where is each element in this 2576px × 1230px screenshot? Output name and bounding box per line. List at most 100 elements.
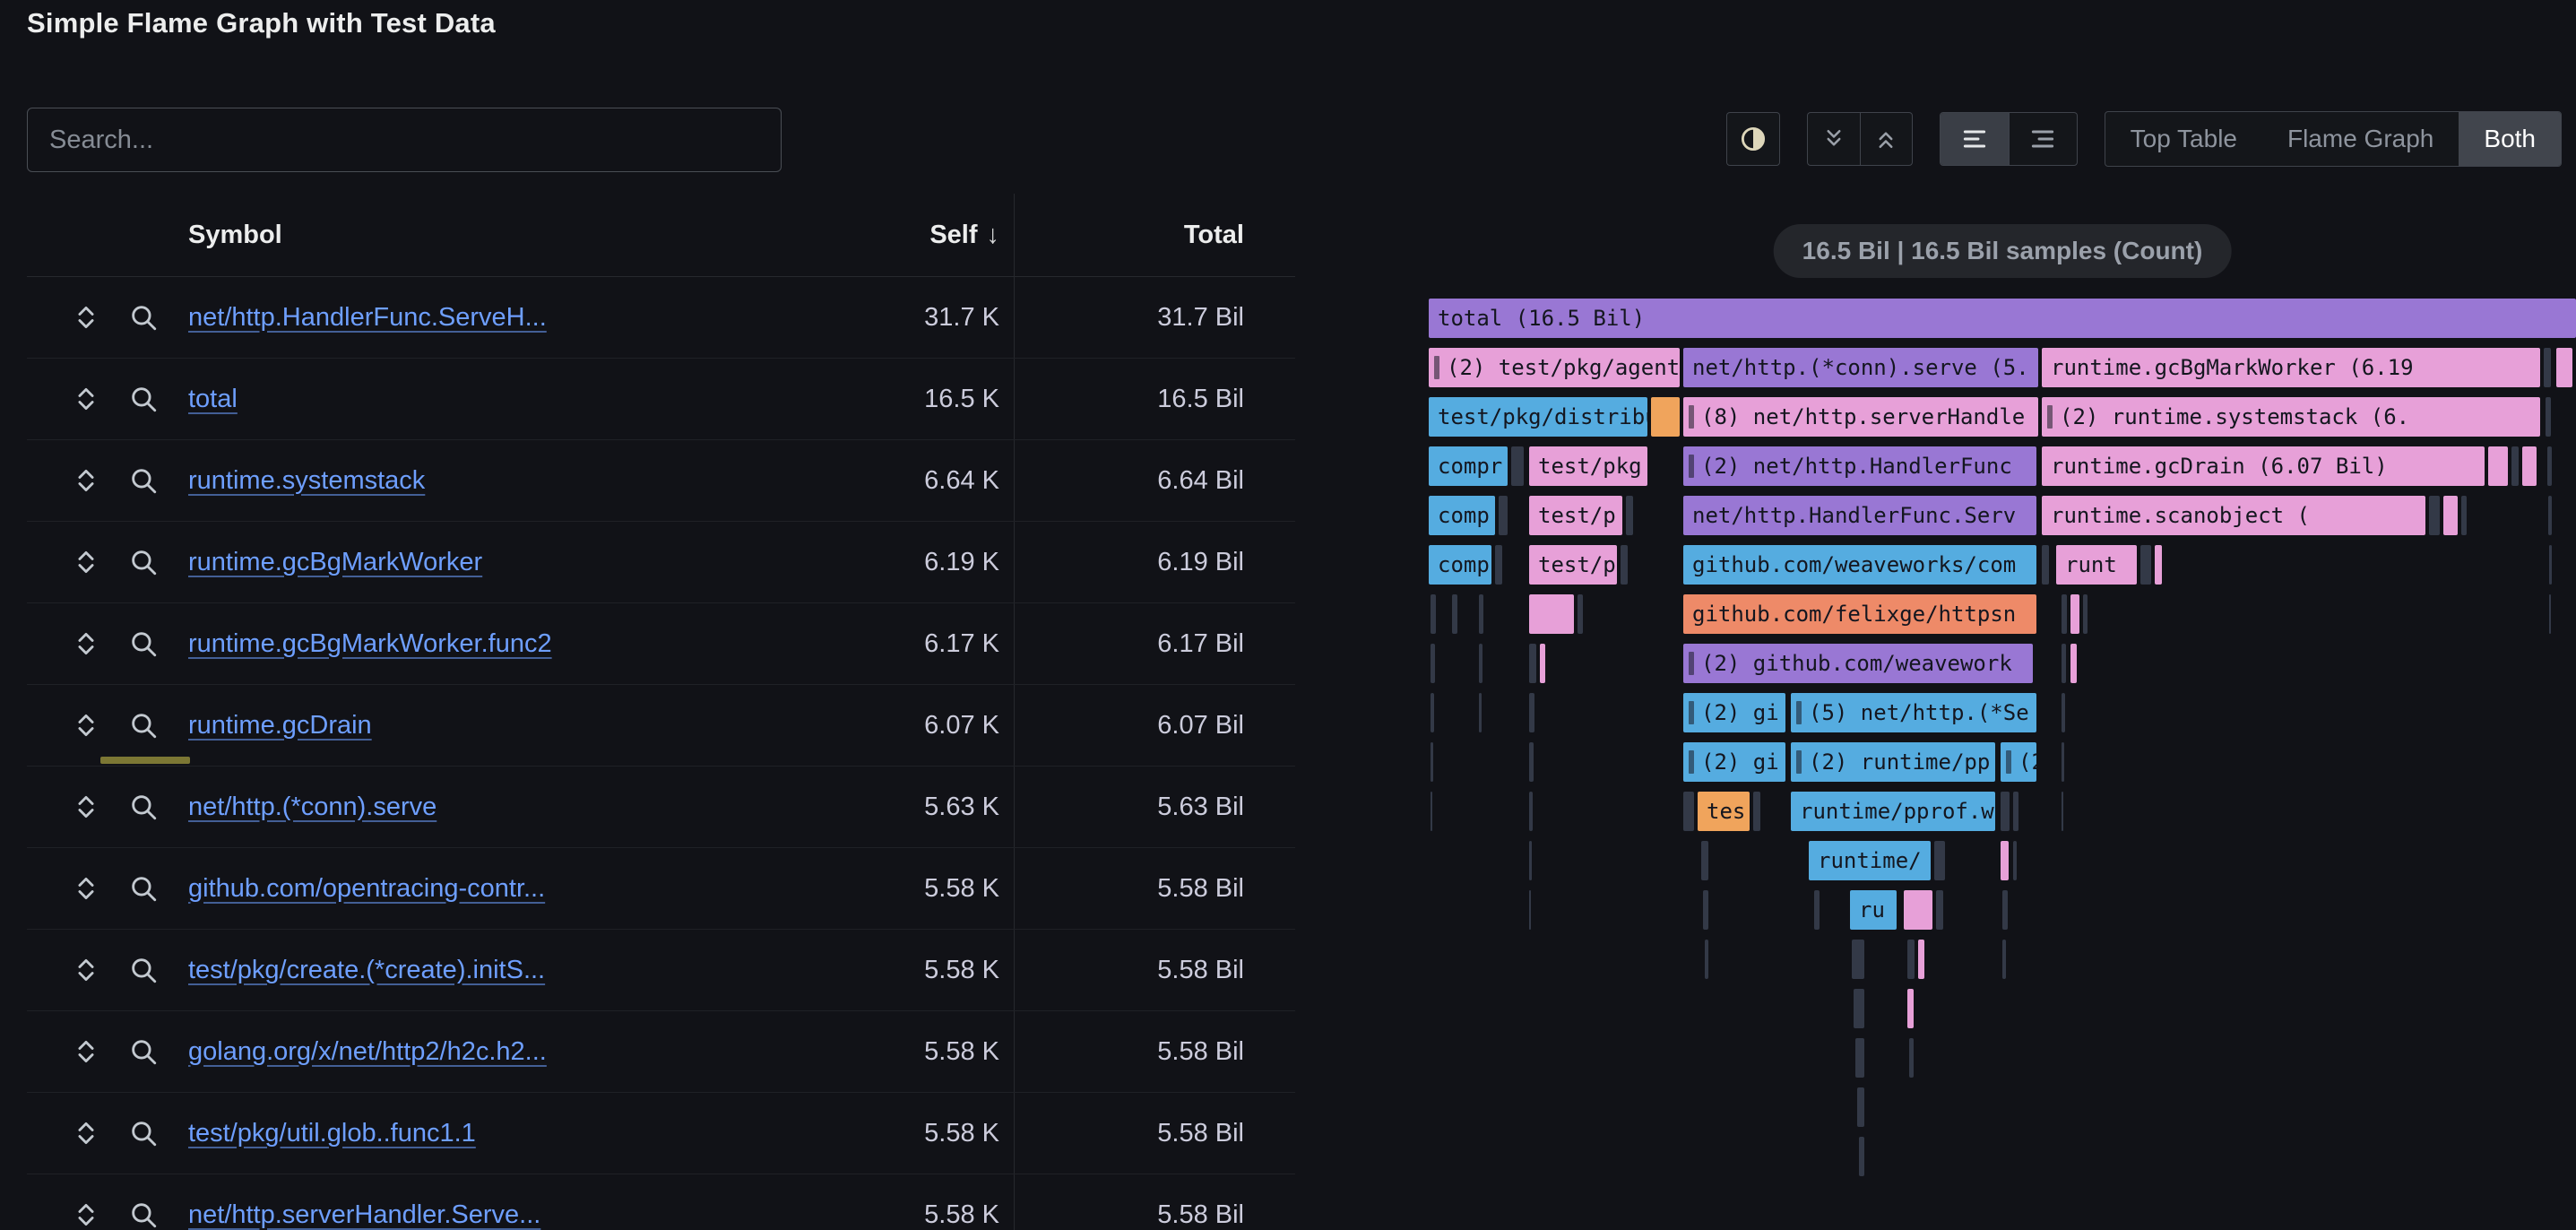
flame-bar[interactable] — [2001, 792, 2010, 831]
flame-bar[interactable] — [1854, 989, 1864, 1028]
flame-bar[interactable] — [2062, 644, 2066, 683]
flame-bar[interactable] — [1703, 890, 1708, 930]
flame-bar[interactable] — [2140, 545, 2151, 585]
flame-bar[interactable] — [1904, 890, 1932, 930]
flame-bar[interactable] — [2461, 496, 2467, 535]
flame-bar[interactable] — [2070, 594, 2079, 634]
flame-bar[interactable] — [1859, 1137, 1864, 1176]
flame-bar[interactable] — [2522, 446, 2537, 486]
flame-bar[interactable] — [1431, 644, 1435, 683]
row-focus-search-button[interactable] — [125, 707, 161, 743]
flame-bar[interactable] — [2556, 348, 2572, 387]
row-focus-search-button[interactable] — [125, 626, 161, 662]
row-reorder-button[interactable] — [68, 952, 104, 988]
flame-bar[interactable]: runt — [2056, 545, 2137, 585]
flame-bar[interactable]: (2) gi — [1683, 693, 1785, 732]
row-reorder-button[interactable] — [68, 381, 104, 417]
flame-bar[interactable] — [2001, 841, 2009, 880]
row-reorder-button[interactable] — [68, 299, 104, 335]
flame-bar[interactable] — [2070, 644, 2077, 683]
flame-bar[interactable]: (8) net/http.serverHandle — [1683, 397, 2038, 437]
flame-bar[interactable]: (2 — [2001, 742, 2036, 782]
flame-bar[interactable] — [1578, 594, 1583, 634]
row-reorder-button[interactable] — [68, 544, 104, 580]
flame-bar[interactable] — [1431, 693, 1434, 732]
flame-bar[interactable] — [1934, 841, 1945, 880]
row-reorder-button[interactable] — [68, 1197, 104, 1230]
row-reorder-button[interactable] — [68, 707, 104, 743]
flame-bar[interactable] — [1907, 940, 1915, 979]
symbol-link[interactable]: golang.org/x/net/http2/h2c.h2... — [188, 1036, 547, 1066]
flame-bar[interactable] — [2549, 594, 2551, 634]
symbol-link[interactable]: runtime.systemstack — [188, 465, 426, 495]
flame-bar[interactable]: test/pkg — [1529, 446, 1647, 486]
expand-all-button[interactable] — [1859, 113, 1912, 165]
row-focus-search-button[interactable] — [125, 871, 161, 906]
flame-bar[interactable]: (5) net/http.(*Se — [1791, 693, 2036, 732]
flame-bar[interactable] — [2083, 594, 2088, 634]
column-header-symbol[interactable]: Symbol — [188, 220, 282, 249]
flame-bar[interactable]: (2) gi — [1683, 742, 1785, 782]
flame-bar[interactable] — [1852, 940, 1864, 979]
flame-bar[interactable] — [2062, 792, 2063, 831]
flame-bar[interactable] — [2488, 446, 2508, 486]
flame-bar[interactable]: runtime.gcBgMarkWorker (6.19 — [2042, 348, 2540, 387]
row-reorder-button[interactable] — [68, 871, 104, 906]
row-focus-search-button[interactable] — [125, 789, 161, 825]
row-focus-search-button[interactable] — [125, 544, 161, 580]
flame-bar[interactable] — [1701, 841, 1708, 880]
flame-bar[interactable] — [1529, 693, 1534, 732]
symbol-link[interactable]: net/http.HandlerFunc.ServeH... — [188, 302, 547, 332]
flame-bar[interactable]: net/http.HandlerFunc.Serv — [1683, 496, 2036, 535]
flame-bar[interactable] — [2062, 693, 2065, 732]
flame-bar[interactable] — [1431, 792, 1432, 831]
flame-bar[interactable] — [2155, 545, 2162, 585]
row-focus-search-button[interactable] — [125, 463, 161, 498]
flame-bar[interactable] — [1529, 792, 1533, 831]
row-reorder-button[interactable] — [68, 626, 104, 662]
flame-bar[interactable] — [2002, 940, 2006, 979]
flame-bar[interactable]: comp — [1429, 545, 1491, 585]
flame-bar[interactable] — [1753, 792, 1760, 831]
flame-bar[interactable] — [1857, 1087, 1864, 1127]
flame-bar[interactable] — [2511, 446, 2519, 486]
flame-bar[interactable] — [2548, 496, 2552, 535]
symbol-link[interactable]: runtime.gcBgMarkWorker — [188, 547, 483, 576]
flame-bar[interactable] — [1529, 841, 1532, 880]
flame-bar[interactable] — [2546, 397, 2551, 437]
row-focus-search-button[interactable] — [125, 299, 161, 335]
flame-bar[interactable] — [2547, 446, 2552, 486]
flame-bar[interactable]: runtime.scanobject ( — [2042, 496, 2425, 535]
flame-bar[interactable] — [1431, 594, 1436, 634]
row-focus-search-button[interactable] — [125, 1034, 161, 1070]
flame-bar[interactable]: compr — [1429, 446, 1508, 486]
symbol-link[interactable]: runtime.gcBgMarkWorker.func2 — [188, 628, 552, 658]
flame-bar[interactable] — [1626, 496, 1633, 535]
symbol-link[interactable]: github.com/opentracing-contr... — [188, 873, 546, 903]
flame-bar[interactable]: runtime.gcDrain (6.07 Bil) — [2042, 446, 2485, 486]
flame-bar[interactable]: ru — [1850, 890, 1897, 930]
flame-bar[interactable] — [1621, 545, 1628, 585]
flame-bar[interactable] — [1918, 940, 1924, 979]
flame-bar[interactable] — [1479, 594, 1483, 634]
align-labels-left-button[interactable] — [1940, 113, 2009, 165]
flame-bar[interactable] — [1529, 742, 1534, 782]
flame-bar[interactable] — [1479, 644, 1482, 683]
flame-bar[interactable]: github.com/weaveworks/com — [1683, 545, 2036, 585]
flame-bar[interactable] — [1907, 989, 1914, 1028]
flame-bar[interactable]: test/pkg/distribu — [1429, 397, 1647, 437]
flame-bar[interactable] — [1529, 890, 1531, 930]
collapse-all-button[interactable] — [1808, 113, 1860, 165]
flame-bar[interactable]: (2) net/http.HandlerFunc — [1683, 446, 2036, 486]
flame-bar[interactable]: tes — [1698, 792, 1750, 831]
flame-bar[interactable] — [2549, 545, 2552, 585]
symbol-link[interactable]: total — [188, 384, 238, 413]
row-focus-search-button[interactable] — [125, 952, 161, 988]
flame-bar[interactable] — [1529, 644, 1536, 683]
flame-bar[interactable] — [2062, 742, 2064, 782]
row-reorder-button[interactable] — [68, 463, 104, 498]
flame-bar[interactable]: test/p — [1529, 496, 1622, 535]
flame-bar[interactable] — [2429, 496, 2440, 535]
flame-bar[interactable]: (2) runtime.systemstack (6. — [2042, 397, 2540, 437]
row-reorder-button[interactable] — [68, 789, 104, 825]
